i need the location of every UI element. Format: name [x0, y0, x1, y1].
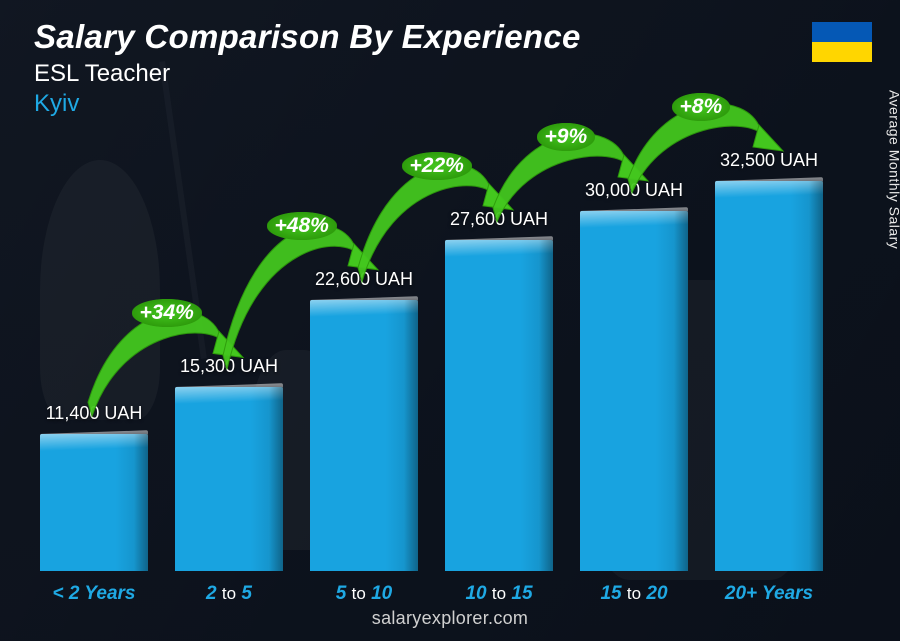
growth-pct-label: +34%	[132, 299, 202, 327]
bar-value-label: 27,600 UAH	[450, 209, 548, 230]
chart-title: Salary Comparison By Experience	[34, 18, 581, 56]
bar-value-label: 22,600 UAH	[315, 269, 413, 290]
bar	[310, 300, 418, 571]
bar-x-label: 20+ Years	[725, 583, 813, 605]
bar	[715, 181, 823, 571]
bar-x-label: 5 to 10	[336, 583, 392, 605]
bar-value-label: 15,300 UAH	[180, 356, 278, 377]
bar-x-label: 15 to 20	[600, 583, 667, 605]
growth-pct-label: +9%	[537, 123, 596, 151]
flag-bottom-stripe	[812, 42, 872, 62]
bar-value-label: 30,000 UAH	[585, 180, 683, 201]
bar-chart: 11,400 UAH< 2 Years15,300 UAH2 to 522,60…	[40, 101, 850, 571]
bar-x-label: 10 to 15	[465, 583, 532, 605]
growth-pct-label: +48%	[267, 212, 337, 240]
bar-value-label: 11,400 UAH	[46, 403, 143, 424]
growth-pct-label: +22%	[402, 152, 472, 180]
footer-source: salaryexplorer.com	[0, 608, 900, 629]
flag-top-stripe	[812, 22, 872, 42]
bar-x-label: < 2 Years	[53, 583, 136, 605]
chart-canvas: Salary Comparison By Experience ESL Teac…	[0, 0, 900, 641]
growth-pct-label: +8%	[672, 93, 731, 121]
bar	[175, 387, 283, 571]
bar	[40, 434, 148, 571]
bar-x-label: 2 to 5	[206, 583, 252, 605]
bar	[580, 211, 688, 571]
ukraine-flag-icon	[812, 22, 872, 62]
bar-value-label: 32,500 UAH	[720, 150, 818, 171]
chart-subtitle: ESL Teacher	[34, 60, 581, 88]
bar	[445, 240, 553, 571]
y-axis-label: Average Monthly Salary	[886, 89, 900, 248]
